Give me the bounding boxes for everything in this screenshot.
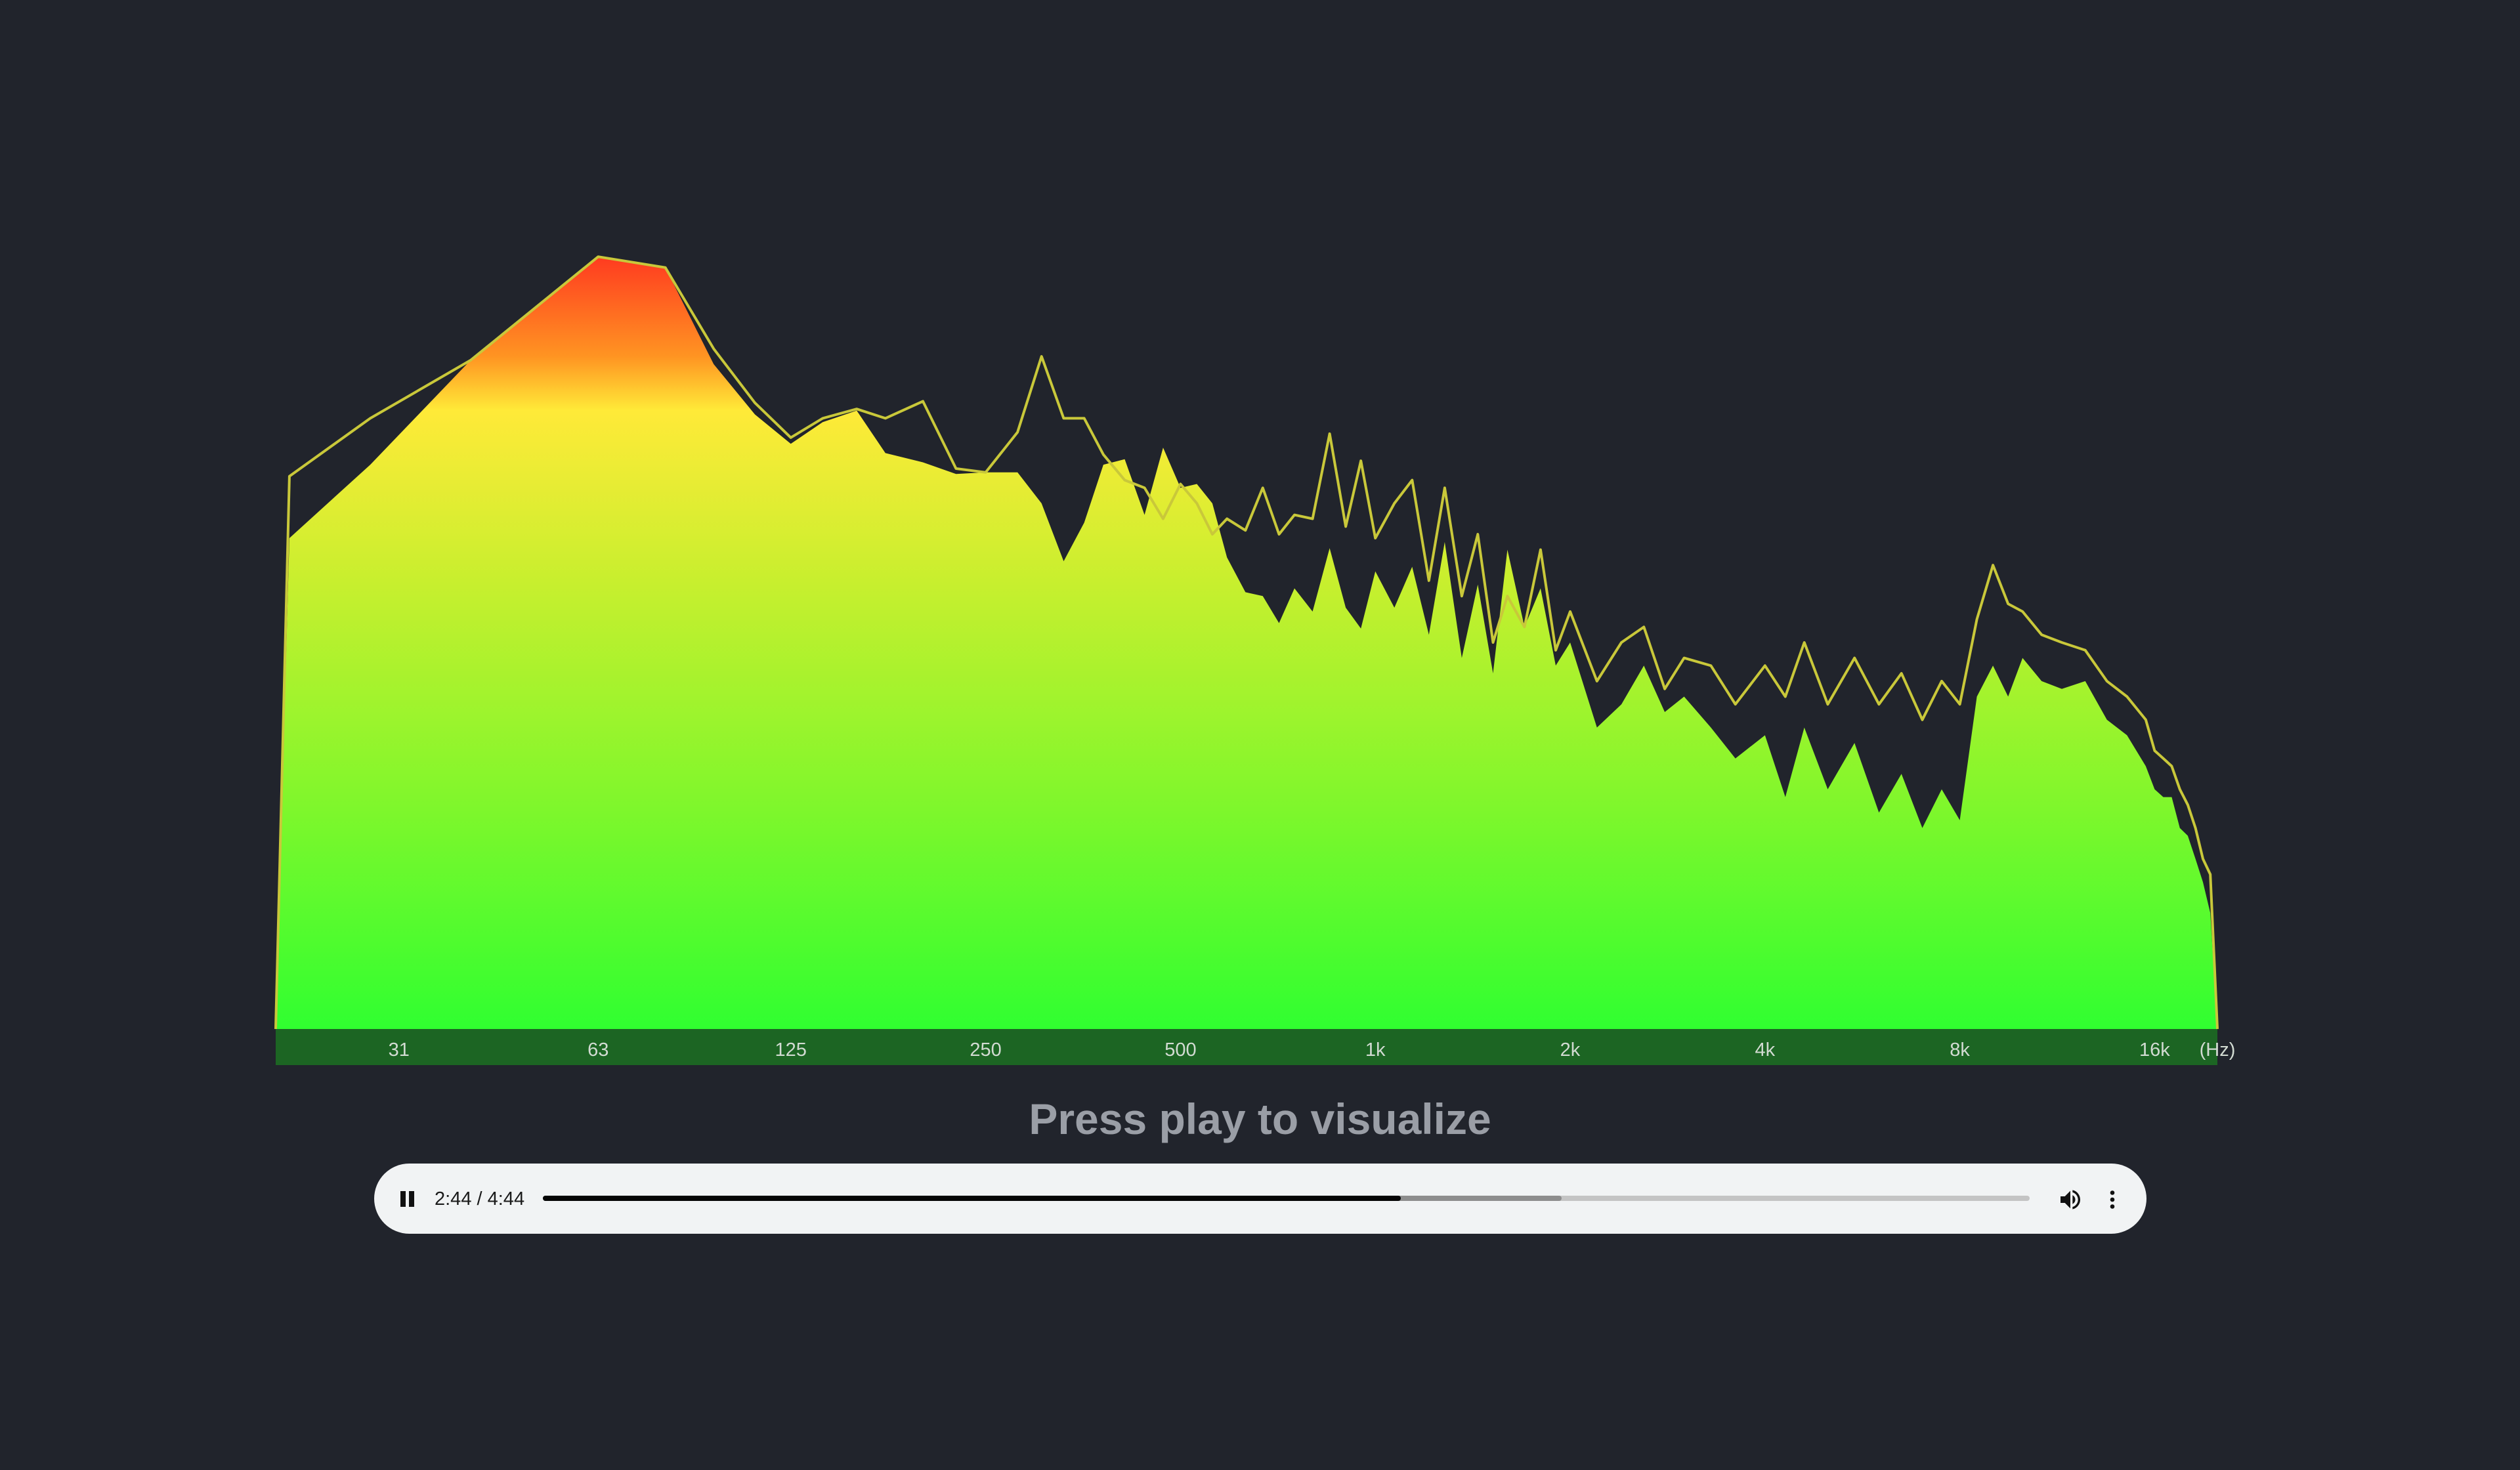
frequency-unit-label: (Hz)	[2200, 1040, 2236, 1060]
volume-button[interactable]	[2057, 1186, 2083, 1213]
tick-label-4k: 4k	[1755, 1040, 1775, 1060]
spectrum-peak-line	[274, 255, 2219, 1030]
tick-label-2k: 2k	[1560, 1040, 1581, 1060]
more-vert-icon	[2110, 1190, 2115, 1209]
time-current: 2:44	[435, 1188, 472, 1209]
spectrum-visualizer: 31 63 125 250 500 1k 2k 4k 8k 16k (Hz)	[274, 255, 2236, 1065]
frequency-tick-labels: 31 63 125 250 500 1k 2k 4k 8k 16k (Hz)	[389, 1040, 2236, 1060]
tick-label-31: 31	[389, 1040, 410, 1060]
seek-slider[interactable]	[543, 1196, 2030, 1201]
pause-icon	[400, 1191, 406, 1207]
time-display: 2:44 / 4:44	[435, 1185, 524, 1213]
tick-label-125: 125	[775, 1040, 807, 1060]
seek-played-range	[543, 1196, 1401, 1201]
tick-label-16k: 16k	[2139, 1040, 2170, 1060]
tick-label-500: 500	[1164, 1040, 1196, 1060]
frequency-scale-bar	[276, 1029, 2217, 1065]
tick-label-250: 250	[970, 1040, 1001, 1060]
tick-label-1k: 1k	[1365, 1040, 1386, 1060]
pause-button[interactable]	[398, 1189, 417, 1209]
spectrum-level-area	[276, 257, 2217, 1030]
more-options-button[interactable]	[2101, 1186, 2124, 1213]
tick-label-63: 63	[587, 1040, 609, 1060]
tick-label-8k: 8k	[1950, 1040, 1970, 1060]
status-message: Press play to visualize	[1029, 1095, 1491, 1143]
time-separator: /	[471, 1188, 488, 1209]
time-total: 4:44	[487, 1188, 525, 1209]
volume-icon	[2061, 1190, 2080, 1209]
pause-icon-bar	[409, 1191, 414, 1207]
